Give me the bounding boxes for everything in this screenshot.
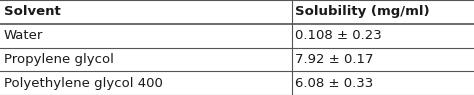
Text: 7.92 ± 0.17: 7.92 ± 0.17: [295, 53, 374, 66]
Text: 0.108 ± 0.23: 0.108 ± 0.23: [295, 29, 382, 42]
Text: Solvent: Solvent: [4, 5, 61, 18]
Text: Propylene glycol: Propylene glycol: [4, 53, 114, 66]
Text: Solubility (mg/ml): Solubility (mg/ml): [295, 5, 430, 18]
Text: 6.08 ± 0.33: 6.08 ± 0.33: [295, 77, 374, 90]
Text: Water: Water: [4, 29, 43, 42]
Text: Polyethylene glycol 400: Polyethylene glycol 400: [4, 77, 163, 90]
